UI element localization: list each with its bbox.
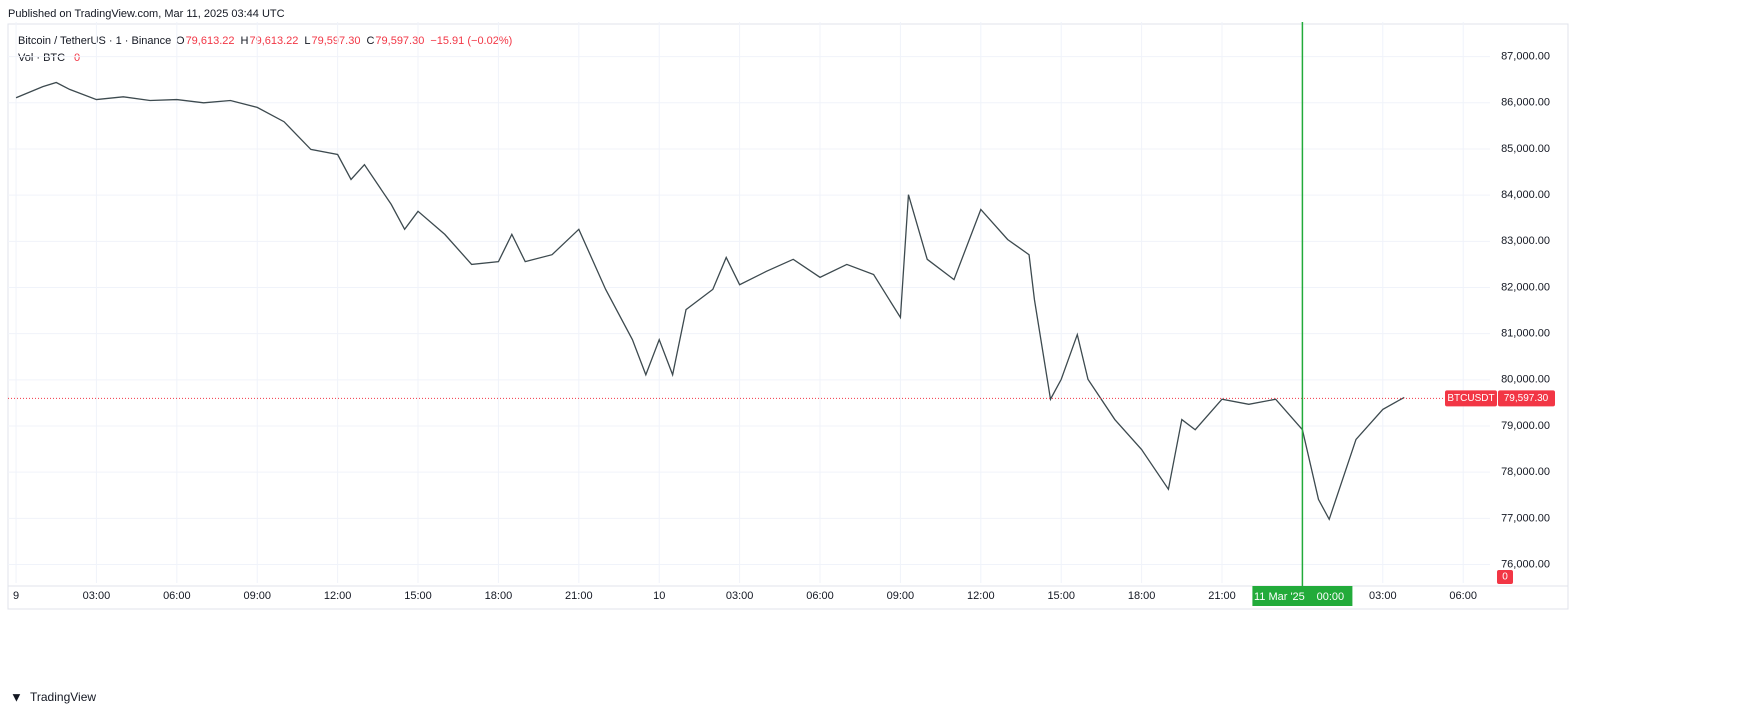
- ohlc-item: C: [366, 35, 374, 47]
- ohlc-item: 79,613.22: [249, 35, 298, 47]
- ohlc-item: 79,597.30: [375, 35, 424, 47]
- ohlc-item: 79,613.22: [186, 35, 235, 47]
- x-tick-label: 06:00: [1449, 590, 1477, 602]
- published: Published on TradingView.com, Mar 11, 20…: [8, 8, 285, 20]
- crosshair-badge: [1252, 586, 1353, 606]
- y-tick-label: 76,000.00: [1501, 558, 1550, 570]
- brand: TradingView: [30, 690, 96, 704]
- x-tick-label: 06:00: [163, 590, 191, 602]
- x-tick-label: 09:00: [887, 590, 915, 602]
- x-tick-label: 18:00: [1128, 590, 1156, 602]
- y-tick-label: 79,000.00: [1501, 420, 1550, 432]
- ticker-label: BTCUSDT: [1447, 393, 1494, 404]
- ohlc-item: H: [241, 35, 249, 47]
- x-tick-label: 09:00: [243, 590, 271, 602]
- ohlc-item: 79,597.30: [312, 35, 361, 47]
- price-line: [15, 81, 1405, 521]
- crosshair-date: 11 Mar '25: [1254, 591, 1305, 603]
- price-label: 79,597.30: [1504, 393, 1549, 404]
- y-tick-label: 78,000.00: [1501, 466, 1550, 478]
- symbol: Bitcoin / TetherUS · 1 · Binance: [18, 35, 171, 47]
- ohlc-item: L: [304, 35, 310, 47]
- frame: [7, 23, 1569, 610]
- y-tick-label: 80,000.00: [1501, 374, 1550, 386]
- x-tick-label: 03:00: [83, 590, 111, 602]
- crosshair-time: 00:00: [1317, 591, 1345, 603]
- y-tick-label: 84,000.00: [1501, 189, 1550, 201]
- volume-legend: Vol · BTC: [18, 52, 65, 64]
- x-tick-label: 18:00: [485, 590, 513, 602]
- volume-badge-label: 0: [1502, 572, 1508, 583]
- x-tick-label: 9: [13, 590, 19, 602]
- y-tick-label: 87,000.00: [1501, 51, 1550, 63]
- x-tick-label: 10: [653, 590, 665, 602]
- x-tick-label: 15:00: [1047, 590, 1075, 602]
- x-tick-label: 03:00: [1369, 590, 1397, 602]
- volume-value: 0: [74, 52, 80, 64]
- y-tick-label: 81,000.00: [1501, 328, 1550, 340]
- y-tick-label: 83,000.00: [1501, 235, 1550, 247]
- x-tick-label: 12:00: [324, 590, 352, 602]
- y-tick-label: 82,000.00: [1501, 281, 1550, 293]
- price-badge: [1498, 390, 1555, 407]
- y-tick-label: 77,000.00: [1501, 512, 1550, 524]
- x-tick-label: 21:00: [565, 590, 593, 602]
- x-tick-label: 06:00: [806, 590, 834, 602]
- volume-badge: [1497, 570, 1513, 584]
- x-tick-label: 15:00: [404, 590, 432, 602]
- ohlc-item: −15.91 (−0.02%): [430, 35, 512, 47]
- ticker-badge: [1445, 390, 1497, 407]
- x-tick-label: 21:00: [1208, 590, 1236, 602]
- y-tick-label: 86,000.00: [1501, 97, 1550, 109]
- x-tick-label: 12:00: [967, 590, 995, 602]
- ohlc-item: O: [176, 35, 185, 47]
- y-tick-label: 85,000.00: [1501, 143, 1550, 155]
- brand-logo: ▼: [10, 689, 23, 704]
- x-tick-label: 03:00: [726, 590, 754, 602]
